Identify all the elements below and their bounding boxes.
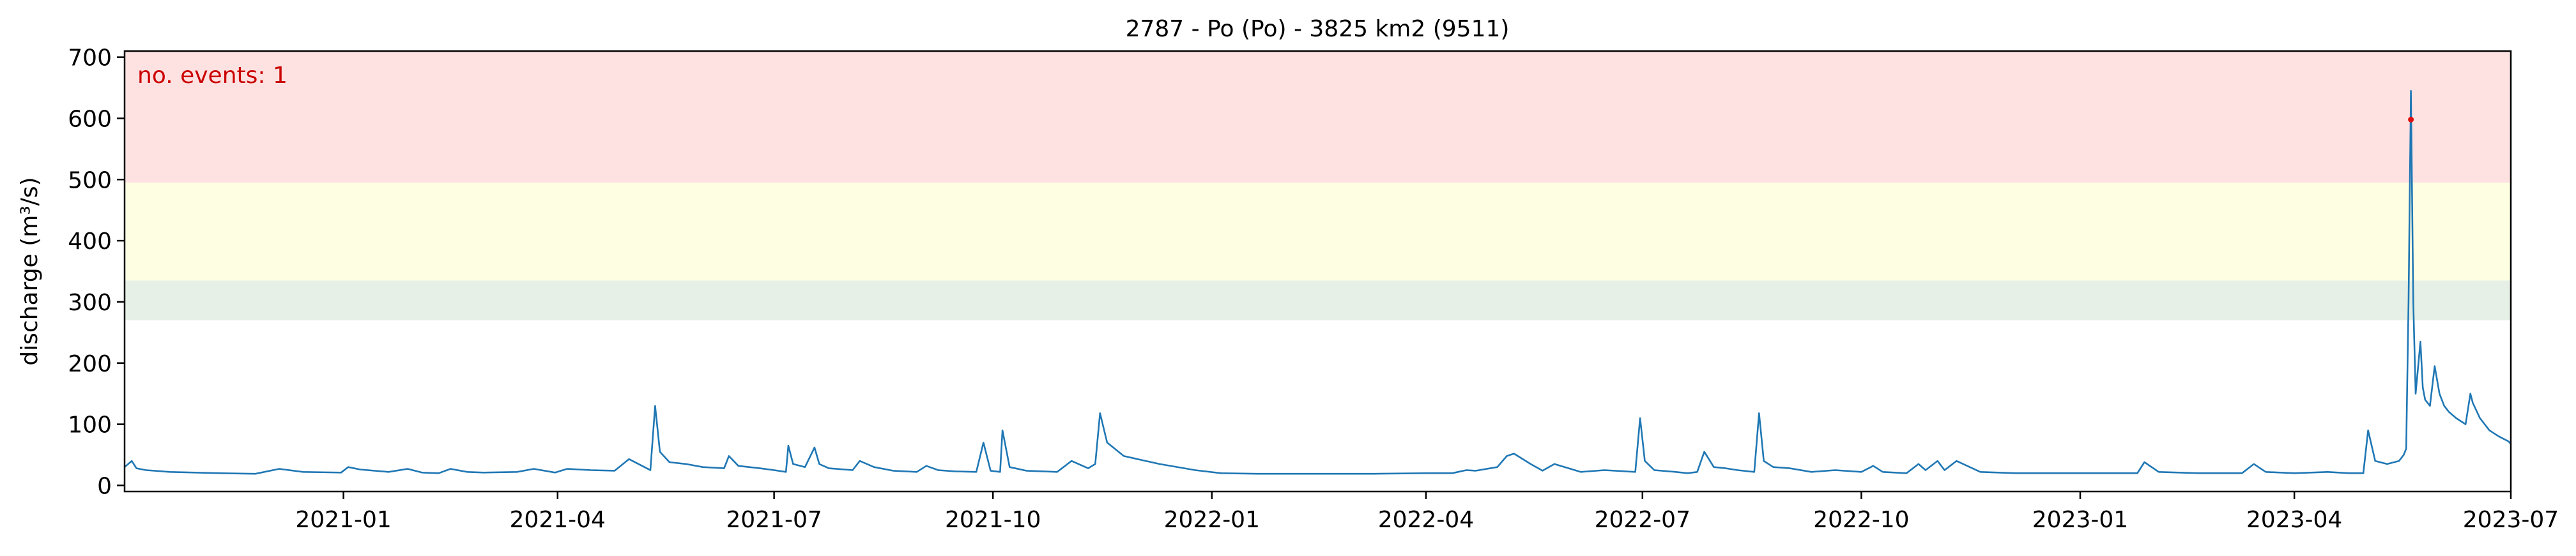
x-tick-label: 2022-04 (1378, 507, 1474, 533)
events-annotation: no. events: 1 (137, 63, 288, 89)
x-tick-label: 2022-10 (1813, 507, 1909, 533)
series-line-0 (124, 90, 2511, 475)
plot-area-frame (123, 50, 2512, 493)
x-tick-label: 2021-01 (295, 507, 391, 533)
x-axis: 2021-01 2021-04 2021-07 2021-10 2022-01 2022-… (295, 492, 2559, 533)
threshold-bands (125, 51, 2511, 320)
x-tick-label: 2022-01 (1164, 507, 1260, 533)
threshold-band-0 (125, 280, 2511, 320)
y-tick-label: 700 (68, 45, 112, 71)
y-tick-label: 500 (68, 167, 112, 193)
y-axis: 0 100 200 300 400 500 600 700 (68, 45, 125, 499)
y-tick-label: 100 (68, 412, 112, 439)
x-tick-label: 2022-07 (1595, 507, 1690, 533)
x-tick-label: 2023-04 (2246, 507, 2342, 533)
y-tick-label: 0 (97, 473, 112, 499)
x-tick-label: 2023-01 (2032, 507, 2128, 533)
x-tick-label: 2021-07 (726, 507, 822, 533)
threshold-band-1 (125, 183, 2511, 281)
series-layer (124, 90, 2511, 475)
y-axis-label: discharge (m³/s) (17, 177, 43, 365)
chart-title: 2787 - Po (Po) - 3825 km2 (9511) (1126, 16, 1510, 42)
y-tick-label: 200 (68, 351, 112, 377)
y-tick-label: 400 (68, 229, 112, 255)
y-tick-label: 300 (68, 290, 112, 316)
x-tick-label: 2021-10 (945, 507, 1041, 533)
y-tick-label: 600 (68, 106, 112, 132)
event-marker-0 (2408, 116, 2414, 123)
threshold-band-2 (125, 51, 2511, 183)
x-tick-label: 2023-07 (2463, 507, 2559, 533)
event-markers (2408, 116, 2414, 123)
x-tick-label: 2021-04 (510, 507, 606, 533)
